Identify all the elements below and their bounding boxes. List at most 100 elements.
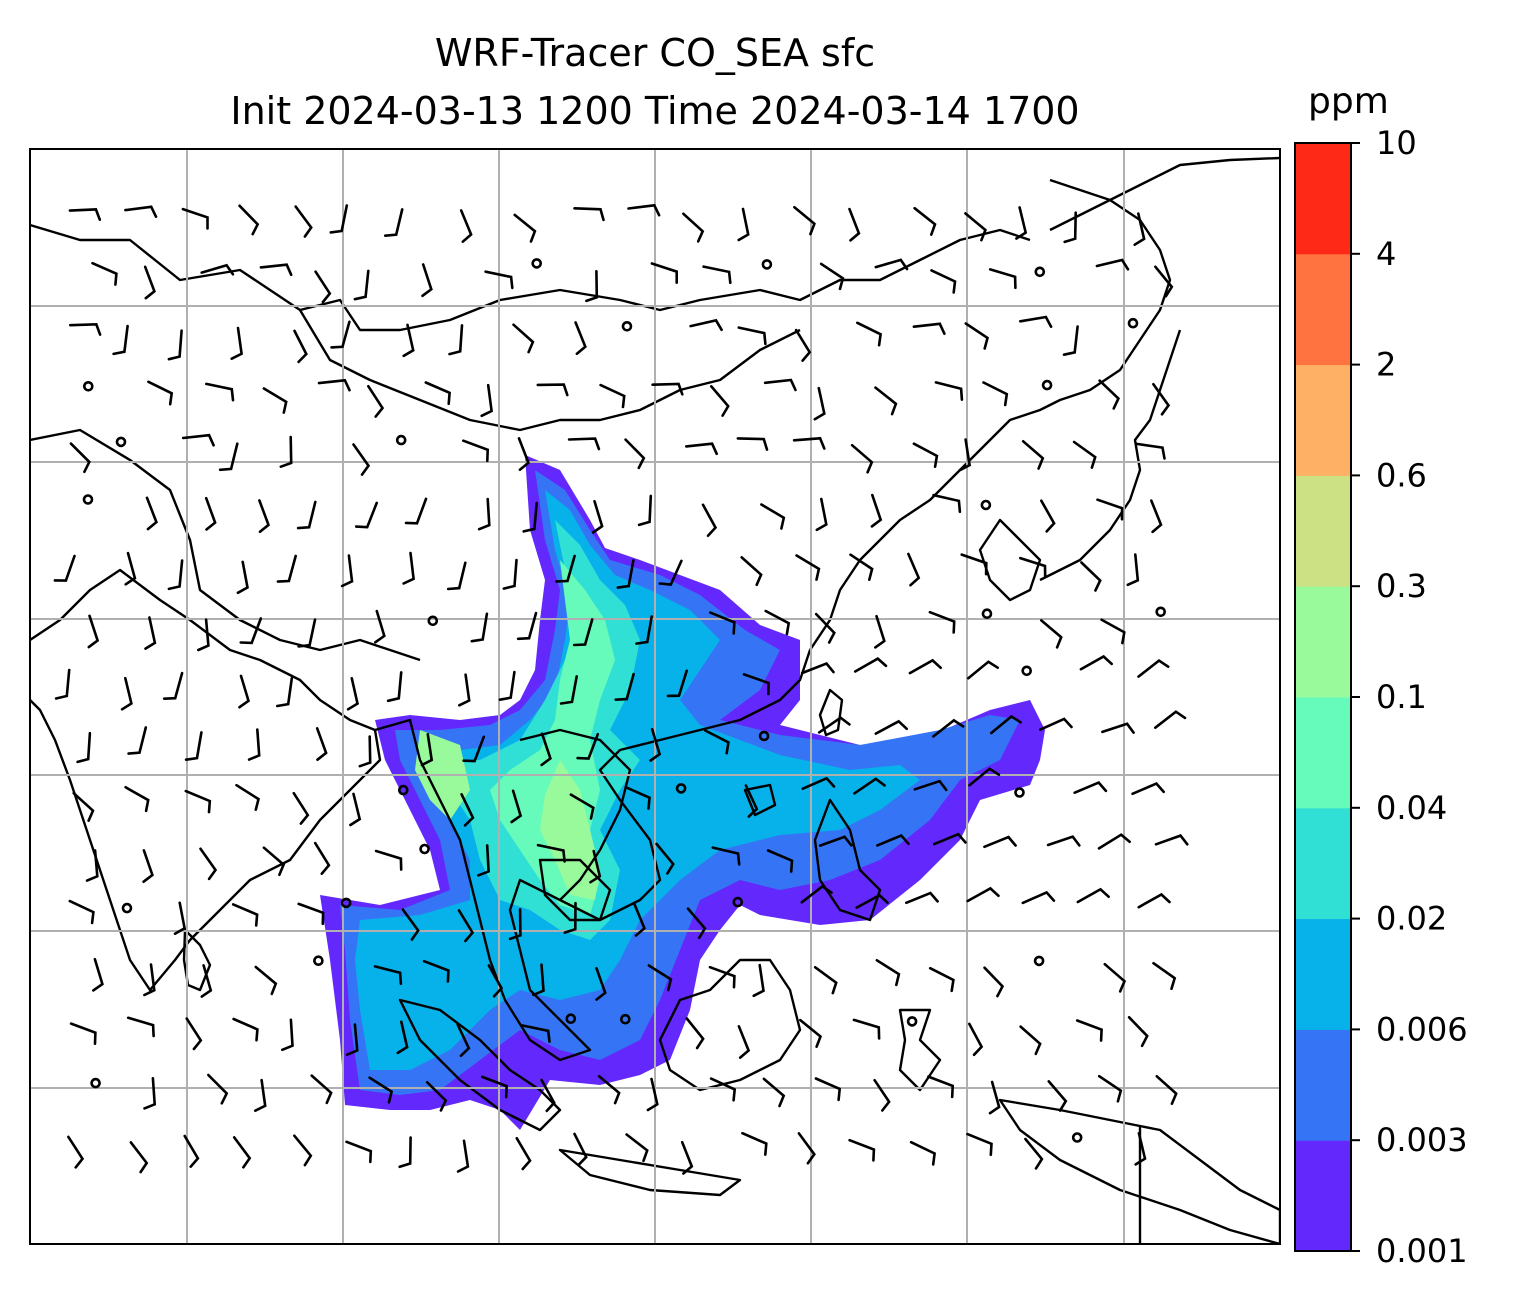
coast-china [809,178,1172,651]
wind-barb [930,269,957,294]
coast-newguinea [998,1098,1280,1244]
wind-barb [572,618,594,647]
wind-barb [907,552,921,587]
wind-barb [793,205,816,236]
wind-barb [480,383,494,418]
wind-barb [589,849,602,884]
calm-wind-marker [90,1077,101,1089]
colorbar-unit: ppm [1308,81,1389,122]
calm-wind-marker [427,615,439,627]
wind-barb [112,324,129,356]
wind-barb [741,1131,768,1156]
wind-barb [1024,1137,1044,1170]
wind-barb [367,384,385,418]
wind-barb [685,442,718,456]
wind-barb [91,261,118,286]
wind-barb [1080,561,1102,592]
wind-barb [990,714,1022,735]
wind-barb [966,886,1000,903]
wind-barb [737,207,750,242]
wind-barb [817,716,851,734]
wind-barb [813,966,838,995]
wind-barb [259,263,293,277]
wind-barb [68,208,102,221]
wind-barb [599,383,626,409]
wind-barb [1021,890,1056,905]
wind-barb [236,560,249,595]
wind-barb [740,556,763,587]
calm-wind-marker [83,380,94,392]
wind-barb [1137,892,1171,909]
wind-barb [1015,206,1028,240]
wind-barb [238,204,260,236]
colorbar-tick-label: 0.04 [1376,789,1447,827]
wind-barb [595,967,607,1001]
wind-barb [983,966,1005,998]
wind-barb [358,735,372,768]
wind-barb [703,729,730,755]
wind-barb [737,1025,751,1059]
wind-barb [532,963,545,997]
wind-barb [373,965,403,986]
border-china-west [30,428,421,662]
wind-barb [736,437,769,451]
wind-barb [927,1075,955,1099]
wind-barb [231,903,259,927]
wind-barb [633,903,646,937]
calm-wind-marker [340,897,352,909]
wind-barb [317,378,351,392]
wind-barb [967,660,999,680]
wind-barb [1097,1074,1123,1103]
wind-barb [708,965,736,989]
wind-barb [352,443,371,476]
wind-barb [510,789,523,824]
coastlines [30,156,1280,1244]
border-mongolia [298,309,801,432]
calm-wind-marker [675,783,687,794]
shade-level-3 [355,490,920,1070]
wind-barb [536,843,566,863]
wind-barb [637,494,653,527]
calm-wind-marker [980,499,992,511]
coast-java [558,1148,742,1197]
wind-barb [873,1078,891,1112]
colorbar-bin [1295,253,1351,366]
wind-barb [742,673,770,696]
wind-barb [446,561,467,591]
wind-barb [420,733,434,767]
wind-barb [855,893,889,909]
wind-barb [142,849,154,883]
wind-barb [477,844,490,877]
calm-wind-marker [82,494,94,505]
colorbar-tick-label: 0.6 [1376,456,1427,494]
wind-barb [563,901,577,934]
wind-barb [1073,781,1108,794]
wind-barb [205,382,235,402]
wind-barb [616,559,635,589]
calm-wind-marker [1033,955,1045,967]
wind-barb [1062,325,1079,356]
calm-wind-marker [619,1013,631,1025]
wind-barb [294,205,313,238]
wind-barb [126,1016,155,1038]
wind-barb [710,385,730,417]
wind-barb [1097,833,1131,850]
wind-barb [794,328,812,362]
wind-barb [87,614,100,649]
wind-barb [585,270,599,303]
wind-barb [484,270,514,290]
coast-myanmar-thai [374,649,812,1062]
wind-barb [404,497,428,525]
wind-barb [913,779,948,792]
wind-barb [232,1017,259,1042]
wind-barb [689,318,723,332]
wind-barb [470,612,489,643]
calm-wind-marker [1034,266,1046,278]
wind-barbs [53,203,1189,1175]
wind-barb [682,212,705,243]
wind-barb [848,1138,876,1162]
wind-barb [795,554,821,581]
wind-barb [536,383,569,397]
wind-barb [968,767,1001,787]
wind-barb [315,727,328,761]
